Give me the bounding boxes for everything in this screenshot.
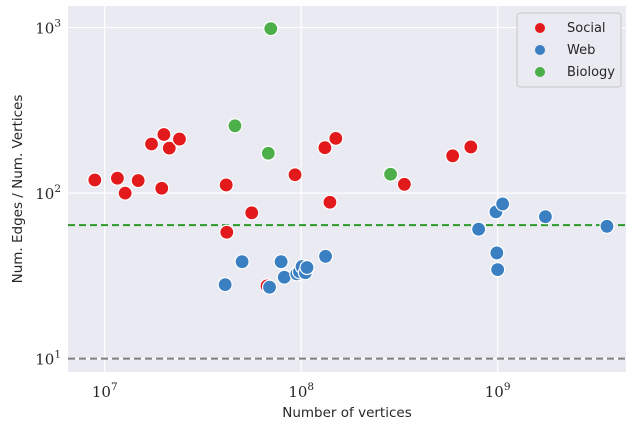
legend-label-social: Social <box>567 21 606 36</box>
point-social-18 <box>445 148 461 164</box>
point-web-3 <box>273 254 289 270</box>
legend-marker-social <box>535 23 545 33</box>
legend-marker-web <box>535 45 545 55</box>
x-tick-labels: 107 108 109 <box>92 381 511 401</box>
point-biology-1 <box>260 145 276 161</box>
point-web-16 <box>537 209 554 225</box>
y-tick-label-2: 103 <box>35 18 61 38</box>
point-web-4 <box>276 269 292 285</box>
x-tick-label-1: 108 <box>288 381 314 401</box>
y-tick-label-1: 102 <box>35 183 61 203</box>
point-social-4 <box>143 136 160 152</box>
point-social-10 <box>219 224 235 240</box>
point-web-9 <box>299 259 315 276</box>
point-web-0 <box>217 276 233 293</box>
point-web-1 <box>234 254 250 270</box>
point-biology-2 <box>263 21 279 37</box>
point-social-0 <box>87 172 103 188</box>
point-web-10 <box>317 248 334 264</box>
reference-lines <box>68 224 626 360</box>
legend-label-web: Web <box>567 43 595 58</box>
point-web-14 <box>490 261 506 278</box>
point-social-2 <box>117 185 133 201</box>
point-social-17 <box>396 176 412 192</box>
point-web-17 <box>599 218 615 234</box>
legend-label-biology: Biology <box>567 65 615 80</box>
legend-marker-biology <box>535 67 545 77</box>
point-social-8 <box>171 131 188 147</box>
point-web-15 <box>495 196 511 212</box>
data-points <box>87 21 615 295</box>
x-tick-label-0: 107 <box>92 381 118 401</box>
point-social-19 <box>463 139 479 155</box>
point-social-1 <box>109 170 126 186</box>
point-social-9 <box>218 177 234 193</box>
point-web-13 <box>489 245 505 261</box>
point-social-13 <box>287 167 303 183</box>
y-tick-label-0: 101 <box>35 349 61 369</box>
point-social-14 <box>317 140 333 156</box>
point-social-3 <box>130 172 146 189</box>
point-social-11 <box>244 205 260 221</box>
point-biology-0 <box>227 118 243 134</box>
point-social-7 <box>161 140 177 156</box>
legend: Social Web Biology <box>516 12 622 88</box>
y-tick-labels: 101 102 103 <box>35 18 61 369</box>
point-social-6 <box>156 126 172 143</box>
point-social-16 <box>328 130 344 147</box>
x-tick-label-2: 109 <box>485 381 511 401</box>
point-social-5 <box>154 180 170 196</box>
point-social-15 <box>322 194 338 210</box>
point-web-2 <box>261 279 278 295</box>
x-axis-label: Number of vertices <box>282 405 411 421</box>
y-axis-label: Num. Edges / Num. Vertices <box>10 95 26 284</box>
point-biology-3 <box>382 166 399 182</box>
point-web-11 <box>471 221 487 237</box>
